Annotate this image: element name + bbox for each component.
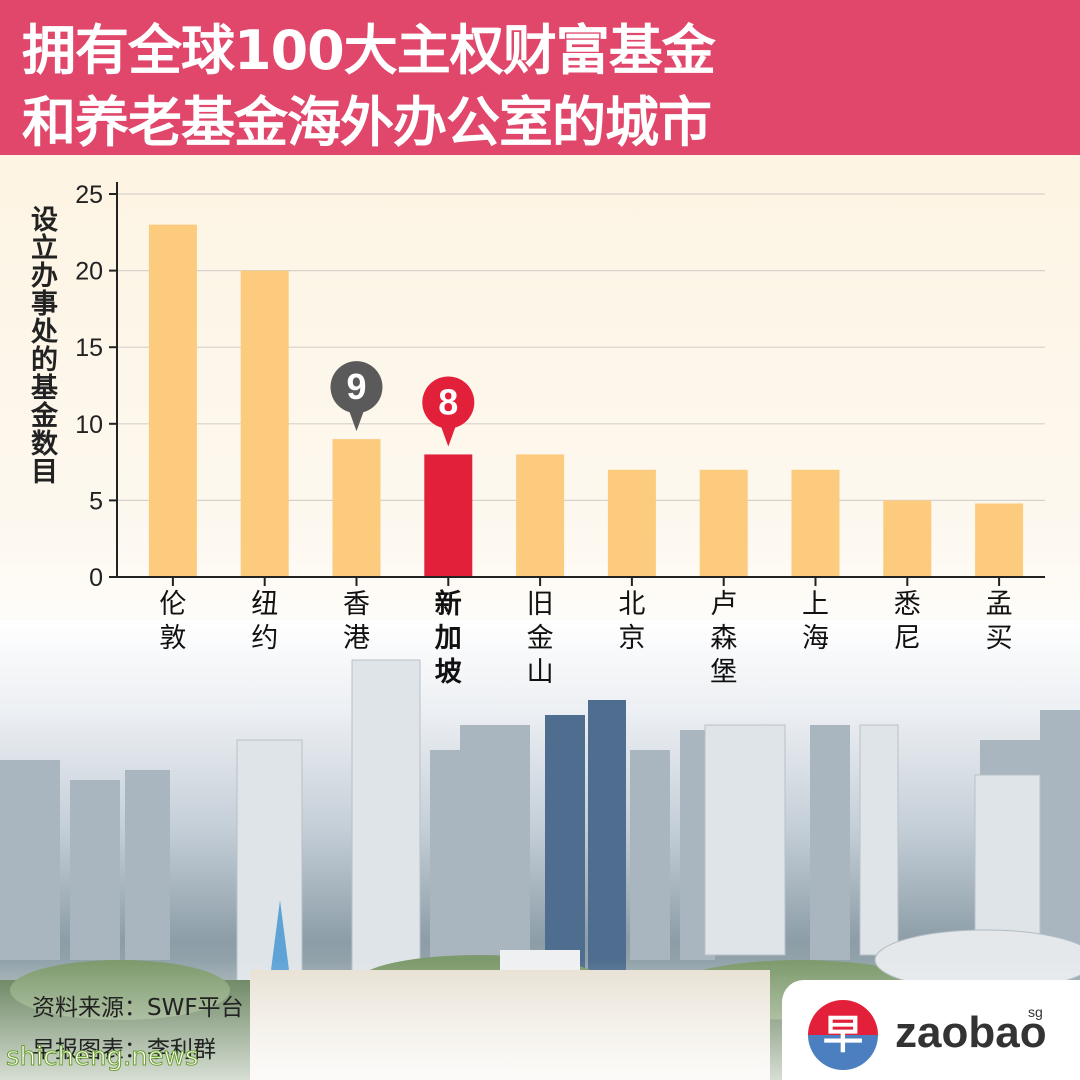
x-tick-label: 悉尼 <box>894 589 921 654</box>
callout-label: 9 <box>346 366 366 407</box>
bar <box>791 469 840 577</box>
x-tick-label: 伦敦 <box>159 589 186 654</box>
callout-pin <box>422 376 475 429</box>
bar <box>607 469 656 577</box>
x-tick-label: 北京 <box>618 589 645 654</box>
chart-title-line-1: 拥有全球100大主权财富基金 <box>22 19 716 82</box>
x-tick-label: 卢森堡 <box>710 589 737 688</box>
bar <box>332 439 381 577</box>
bar <box>975 503 1024 577</box>
callout-pointer <box>440 424 457 447</box>
value-callout: 8 <box>422 376 475 447</box>
watermark-text: shicheng.news <box>6 1042 200 1073</box>
bar <box>240 270 289 577</box>
y-tick-label: 5 <box>89 487 103 515</box>
bar <box>699 469 748 577</box>
y-tick-label: 10 <box>75 411 103 439</box>
bar <box>148 224 197 577</box>
source-credit: 资料来源：SWF平台 <box>32 995 244 1021</box>
callout-pointer <box>348 409 365 432</box>
bar <box>516 454 565 577</box>
y-axis-label: 设立办事处的基金数目 <box>26 205 57 485</box>
zaobao-logo-mark: 早 <box>808 1000 878 1070</box>
bar <box>883 500 932 577</box>
title-banner: 拥有全球100大主权财富基金 和养老基金海外办公室的城市 <box>0 0 1080 155</box>
callout-pin <box>330 361 383 414</box>
callout-label: 8 <box>438 381 458 422</box>
x-tick-label: 纽约 <box>251 589 278 654</box>
y-tick-label: 20 <box>75 258 103 286</box>
value-callout: 9 <box>330 361 383 432</box>
x-tick-label: 新加坡 <box>435 588 462 688</box>
x-tick-label: 上海 <box>802 589 829 654</box>
zaobao-logo-suffix: sg <box>1028 1004 1043 1020</box>
graphic-credit: 早报图表：李利群 <box>32 1037 216 1063</box>
y-tick-label: 25 <box>75 181 103 209</box>
x-tick-label: 香港 <box>343 589 370 654</box>
x-tick-label: 孟买 <box>986 589 1013 654</box>
y-tick-label: 0 <box>89 564 103 592</box>
y-tick-label: 15 <box>75 334 103 362</box>
zaobao-logo-text: zaobao <box>895 1008 1047 1057</box>
x-tick-label: 旧金山 <box>527 589 554 688</box>
chart-title-line-2: 和养老基金海外办公室的城市 <box>22 91 712 154</box>
bar <box>424 454 473 577</box>
